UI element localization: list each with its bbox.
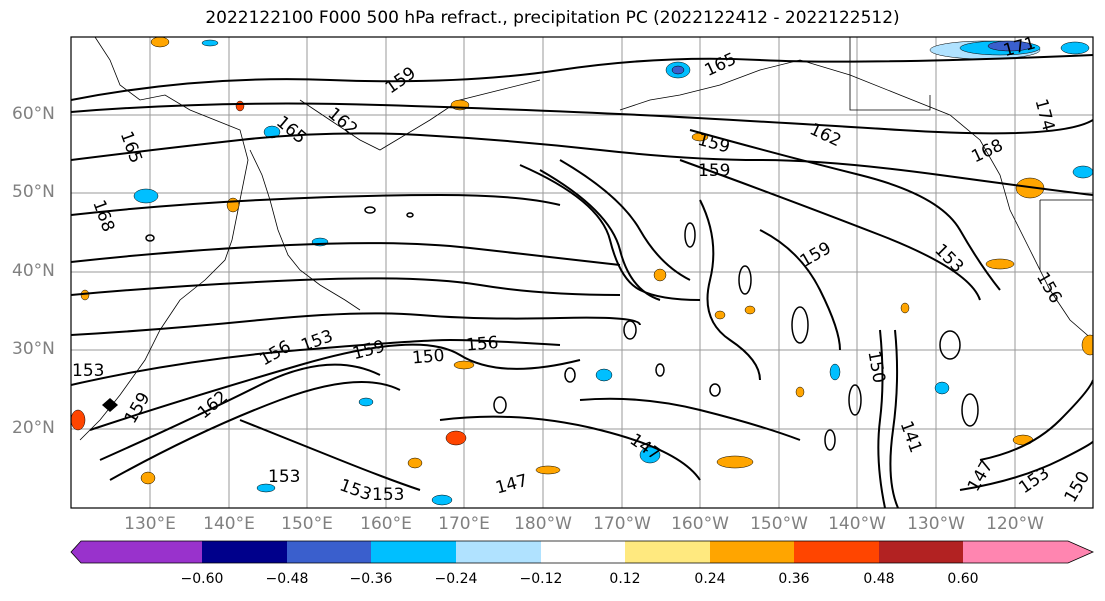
colorbar-segment	[794, 541, 879, 563]
colorbar-segment	[963, 541, 1093, 563]
colorbar-tick-label: 0.60	[947, 571, 979, 587]
colorbar-segments	[70, 540, 1094, 564]
lon-label-170e: 170°E	[438, 514, 490, 534]
map-title: 2022122100 F000 500 hPa refract., precip…	[205, 8, 900, 28]
lon-label-130e: 130°E	[124, 514, 176, 534]
colorbar-segment	[456, 541, 541, 563]
colorbar-segment	[541, 541, 625, 563]
contour-label: 159	[698, 161, 730, 181]
contour-label: 156	[465, 333, 499, 356]
contour-label: 153	[268, 467, 300, 487]
colorbar-tick-label: −0.24	[434, 571, 478, 587]
lat-label-60n: 60°N	[12, 104, 55, 124]
map-frame	[70, 36, 1094, 509]
precipitation-shading	[71, 37, 1093, 506]
lat-label-50n: 50°N	[12, 182, 55, 202]
refractivity-precipitation-map: 165 159 165 162 165 171 174 168 162 159 …	[70, 33, 1094, 509]
colorbar-tick-label: 0.12	[609, 571, 641, 587]
colorbar-outline	[70, 540, 1094, 564]
colorbar-segment	[202, 541, 287, 563]
lon-label-120w: 120°W	[986, 514, 1044, 534]
colorbar-segment	[625, 541, 710, 563]
lon-label-160e: 160°E	[360, 514, 412, 534]
colorbar-tick-label: −0.36	[349, 571, 393, 587]
colorbar-segment	[879, 541, 963, 563]
contour-blobs	[145, 206, 979, 451]
lon-label-150w: 150°W	[750, 514, 808, 534]
lon-label-170w: 170°W	[593, 514, 651, 534]
colorbar	[70, 540, 1094, 564]
colorbar-tick-label: 0.24	[694, 571, 726, 587]
lon-label-140e: 140°E	[203, 514, 255, 534]
refractivity-contours	[71, 54, 1093, 508]
colorbar-segment	[71, 541, 202, 563]
lon-label-160w: 160°W	[671, 514, 729, 534]
contour-label: 150	[411, 346, 445, 369]
colorbar-tick-label: −0.60	[180, 571, 224, 587]
lon-label-180w: 180°W	[514, 514, 572, 534]
lat-label-20n: 20°N	[12, 418, 55, 438]
colorbar-tick-label: −0.12	[519, 571, 563, 587]
colorbar-tick-label: 0.36	[778, 571, 810, 587]
colorbar-segment	[287, 541, 371, 563]
colorbar-segment	[710, 541, 794, 563]
colorbar-tick-label: 0.48	[863, 571, 895, 587]
lat-label-30n: 30°N	[12, 339, 55, 359]
contour-label: 153	[72, 361, 104, 381]
colorbar-tick-label: −0.48	[265, 571, 309, 587]
lon-label-130w: 130°W	[907, 514, 965, 534]
diamond-marker	[102, 398, 118, 412]
lon-label-140w: 140°W	[828, 514, 886, 534]
gridlines	[71, 37, 1093, 508]
lon-label-150e: 150°E	[281, 514, 333, 534]
contour-label: 153	[372, 485, 404, 505]
colorbar-segment	[371, 541, 456, 563]
lat-label-40n: 40°N	[12, 261, 55, 281]
